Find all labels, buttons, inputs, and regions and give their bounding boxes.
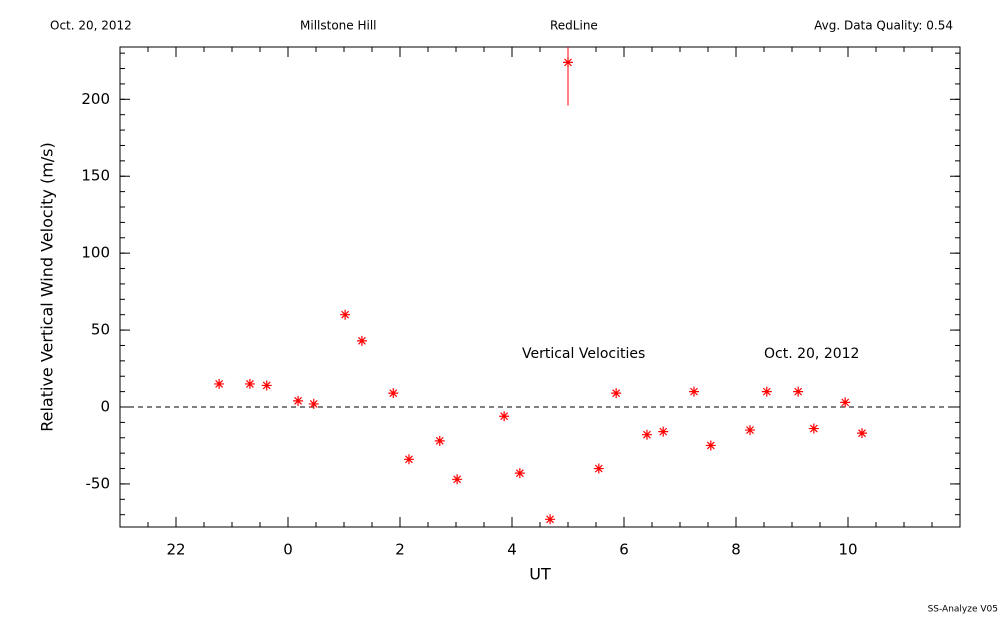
y-tick-label: 50: [91, 321, 110, 339]
data-point: [514, 468, 525, 479]
data-point: [293, 395, 304, 406]
x-tick-label: 2: [395, 541, 405, 559]
data-point: [658, 426, 669, 437]
x-axis-label: UT: [529, 565, 551, 584]
data-point: [593, 463, 604, 474]
x-tick-label: 0: [283, 541, 293, 559]
data-point: [857, 428, 867, 439]
x-tick-label: 10: [838, 541, 857, 559]
x-tick-label: 8: [731, 541, 741, 559]
y-tick-label: -50: [86, 474, 111, 492]
header-quality: Avg. Data Quality: 0.54: [814, 19, 953, 33]
y-axis-label: Relative Vertical Wind Velocity (m/s): [38, 142, 57, 432]
y-tick-label: 100: [81, 244, 110, 262]
data-point: [434, 435, 445, 446]
data-point: [452, 474, 463, 485]
x-tick-label: 6: [619, 541, 629, 559]
data-point: [244, 378, 255, 389]
data-point: [261, 380, 272, 391]
data-point: [340, 309, 351, 320]
x-tick-label: 22: [166, 541, 185, 559]
header-date: Oct. 20, 2012: [50, 19, 132, 33]
data-point: [214, 378, 225, 389]
data-point: [745, 425, 755, 436]
annotation: Vertical Velocities: [522, 346, 645, 362]
data-point: [545, 514, 556, 525]
data-point: [761, 386, 772, 397]
plot-frame: [119, 46, 961, 528]
data-point: [793, 386, 804, 397]
data-point: [403, 454, 414, 465]
y-tick-label: 0: [100, 398, 110, 416]
data-point: [611, 388, 622, 399]
data-point: [563, 57, 573, 68]
header-site: Millstone Hill: [300, 19, 376, 33]
y-tick-label: 200: [81, 90, 110, 108]
annotation: Oct. 20, 2012: [764, 346, 859, 362]
data-point: [641, 429, 652, 440]
data-point: [388, 388, 399, 399]
x-tick-label: 4: [507, 541, 517, 559]
data-point: [499, 411, 510, 422]
header-line: RedLine: [550, 19, 598, 33]
y-tick-label: 150: [81, 167, 110, 185]
data-point: [356, 335, 367, 346]
footer: SS-Analyze V05: [928, 605, 998, 615]
data-point: [840, 397, 851, 408]
data-point: [689, 386, 699, 397]
data-point: [808, 423, 819, 434]
data-point: [308, 398, 319, 409]
plot-area: [214, 47, 867, 525]
data-point: [705, 440, 716, 451]
